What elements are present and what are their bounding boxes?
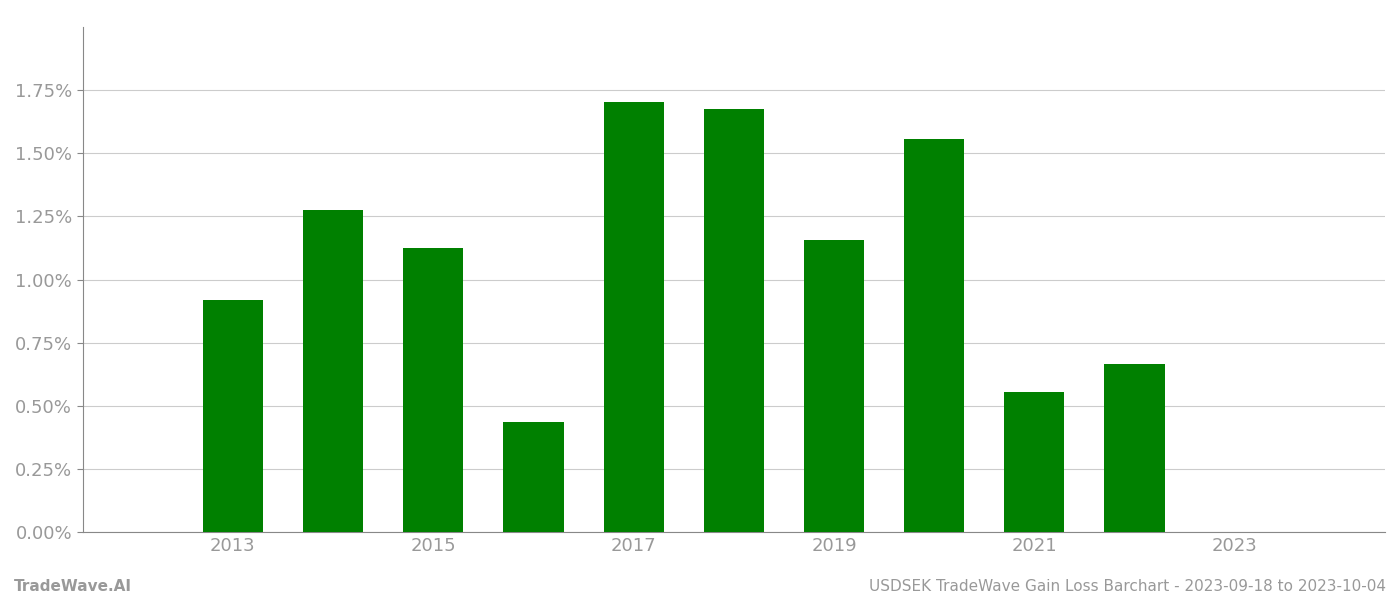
Bar	[504, 422, 564, 532]
Bar	[1105, 364, 1165, 532]
Bar	[904, 139, 965, 532]
Text: USDSEK TradeWave Gain Loss Barchart - 2023-09-18 to 2023-10-04: USDSEK TradeWave Gain Loss Barchart - 20…	[869, 579, 1386, 594]
Bar	[302, 210, 363, 532]
Bar	[603, 101, 664, 532]
Bar	[804, 241, 864, 532]
Bar	[704, 109, 764, 532]
Text: TradeWave.AI: TradeWave.AI	[14, 579, 132, 594]
Bar	[403, 248, 463, 532]
Bar	[203, 300, 263, 532]
Bar	[1004, 392, 1064, 532]
